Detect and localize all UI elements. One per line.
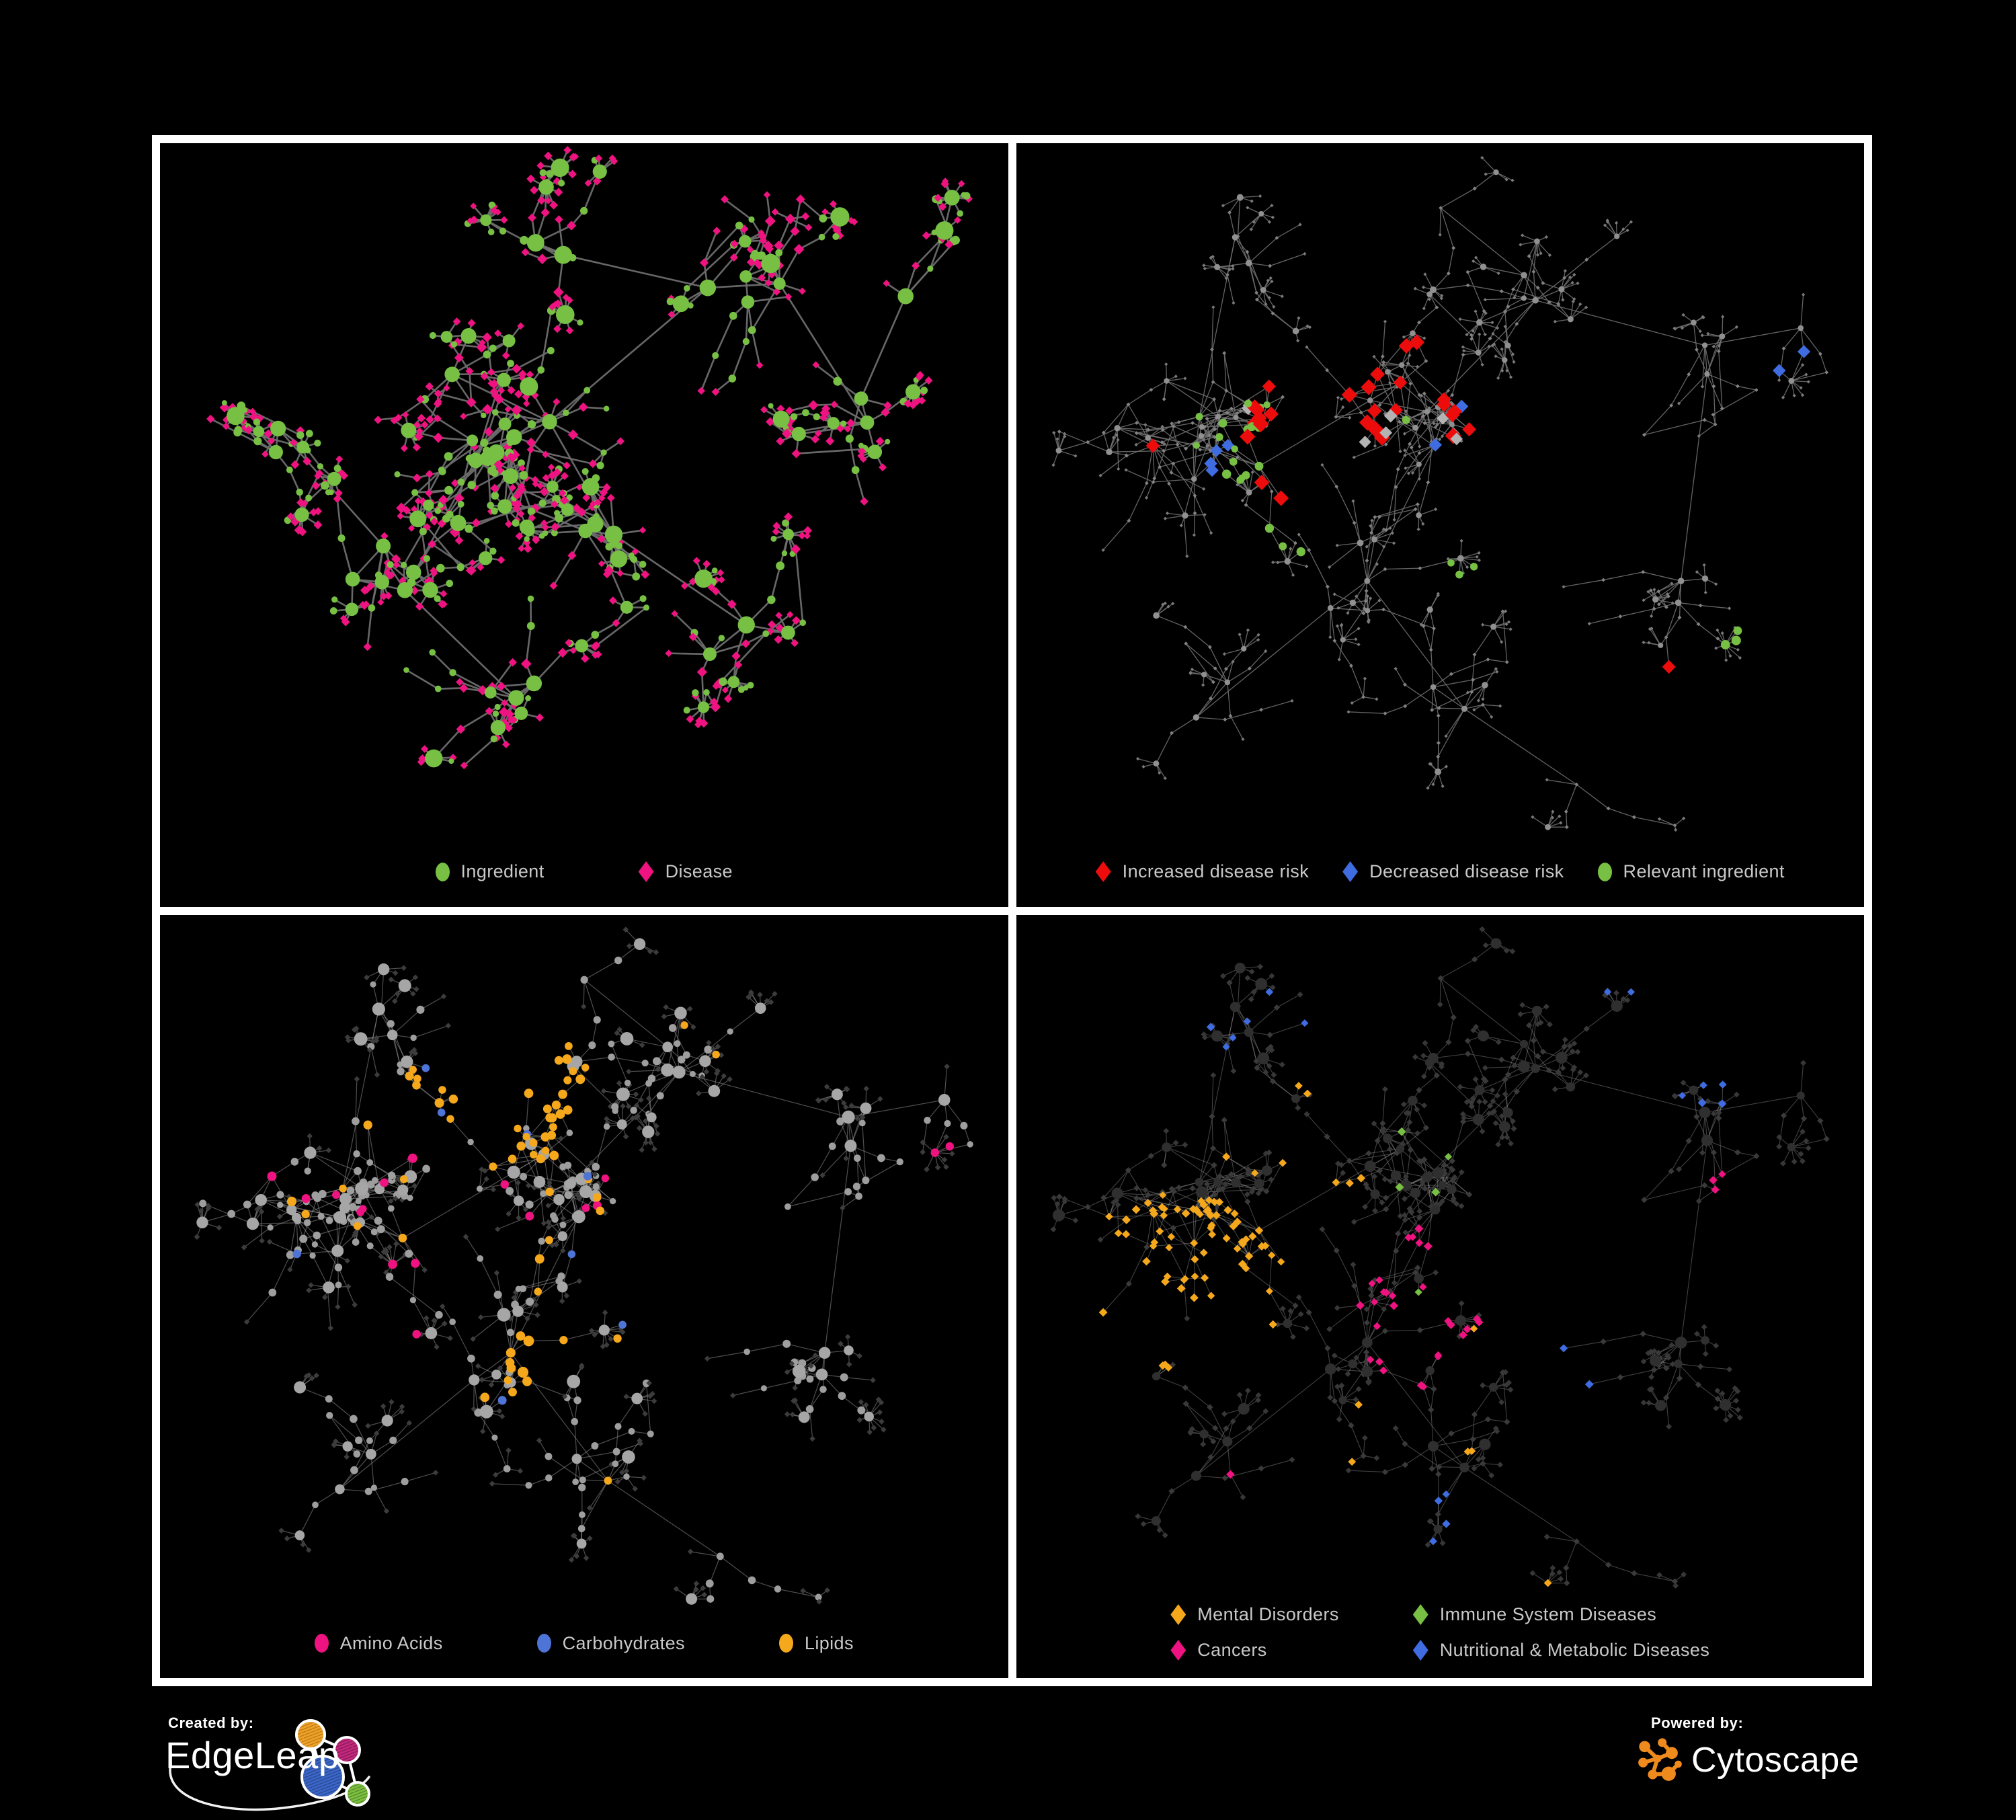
legend-circle-icon — [536, 1634, 551, 1653]
legend-label: Lipids — [804, 1632, 854, 1653]
legend-item-increased-disease-risk: Increased disease risk — [1095, 861, 1309, 882]
legend-diamond-icon — [1170, 1604, 1186, 1625]
legend-label: Increased disease risk — [1122, 861, 1309, 881]
edgeleap-branding: Created by: EdgeLeap — [161, 1710, 390, 1820]
legend-label: Cancers — [1197, 1640, 1267, 1660]
created-by-label: Created by: — [168, 1714, 254, 1731]
legend-label: Disease — [665, 861, 733, 881]
cytoscape-logo-icon — [1638, 1738, 1682, 1781]
legend-item-carbohydrates: Carbohydrates — [536, 1632, 685, 1654]
panel-disease-risk: Increased disease risk Decreased disease … — [1012, 139, 1868, 911]
disease-risk-network — [1051, 155, 1828, 832]
legend-diamond-icon — [1170, 1640, 1186, 1661]
legend-item-ingredient: Ingredient — [435, 861, 545, 882]
legend-circle-icon — [778, 1634, 793, 1653]
disease-classes-network — [1050, 926, 1830, 1589]
legend-item-nutritional-metabolic-diseases: Nutritional & Metabolic Diseases — [1412, 1640, 1710, 1661]
legend-circle-icon — [435, 862, 450, 881]
legend-item-decreased-disease-risk: Decreased disease risk — [1342, 861, 1564, 882]
legend-diamond-icon — [1095, 861, 1111, 882]
nutrient-classes-network — [194, 926, 973, 1605]
panel-ingredient-disease: Ingredient Disease — [156, 139, 1012, 911]
legend-item-disease: Disease — [638, 861, 733, 882]
legend-disease-risk: Increased disease risk Decreased disease … — [1016, 837, 1865, 907]
legend-item-relevant-ingredient: Relevant ingredient — [1597, 861, 1785, 882]
legend-circle-icon — [1597, 862, 1612, 881]
legend-nutrient-classes: Amino Acids Carbohydrates Lipids — [160, 1608, 1008, 1678]
legend-item-immune-system-diseases: Immune System Diseases — [1412, 1604, 1709, 1625]
legend-label: Decreased disease risk — [1369, 861, 1564, 881]
edgeleap-logo-icon — [169, 1719, 370, 1811]
legend-label: Amino Acids — [339, 1632, 443, 1653]
legend-diamond-icon — [638, 861, 654, 882]
legend-label: Mental Disorders — [1197, 1604, 1339, 1624]
legend-label: Carbohydrates — [562, 1632, 685, 1653]
cytoscape-wordmark: Cytoscape — [1691, 1741, 1860, 1780]
legend-item-amino-acids: Amino Acids — [314, 1632, 443, 1654]
legend-item-lipids: Lipids — [778, 1632, 854, 1654]
panel-nutrient-classes: Amino Acids Carbohydrates Lipids — [156, 910, 1012, 1682]
legend-item-mental-disorders: Mental Disorders — [1170, 1604, 1338, 1625]
panel-grid: Ingredient Disease Increased disease risk… — [152, 135, 1872, 1686]
panel-disease-classes: Mental Disorders Immune System Diseases Ca… — [1012, 910, 1868, 1682]
cytoscape-branding: Powered by: — [1635, 1710, 1859, 1820]
legend-label: Nutritional & Metabolic Diseases — [1439, 1640, 1710, 1660]
legend-diamond-icon — [1412, 1604, 1428, 1625]
legend-label: Immune System Diseases — [1439, 1604, 1657, 1624]
legend-label: Ingredient — [460, 861, 545, 881]
ingredient-disease-network — [206, 146, 973, 770]
legend-circle-icon — [314, 1634, 329, 1653]
edgeleap-wordmark: EdgeLeap — [165, 1734, 340, 1776]
legend-item-cancers: Cancers — [1170, 1640, 1338, 1661]
legend-diamond-icon — [1342, 861, 1359, 882]
legend-label: Relevant ingredient — [1623, 861, 1785, 881]
cytoscape-lockup: Cytoscape — [1635, 1735, 1859, 1786]
powered-by-label: Powered by: — [1651, 1714, 1744, 1731]
legend-disease-classes: Mental Disorders Immune System Diseases Ca… — [1016, 1592, 1865, 1678]
legend-ingredient-disease: Ingredient Disease — [160, 837, 1008, 907]
legend-diamond-icon — [1412, 1640, 1428, 1661]
